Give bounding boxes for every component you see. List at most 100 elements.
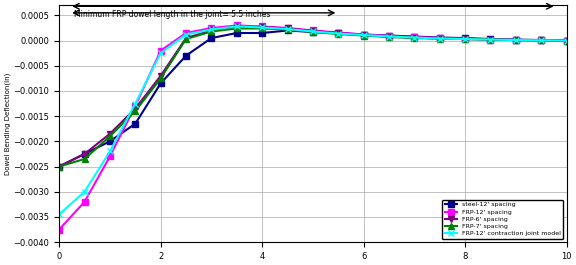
FRP-6' spacing <box>81 152 88 156</box>
FRP-12' contraction joint model <box>411 36 418 39</box>
FRP-12' contraction joint model <box>132 102 139 105</box>
FRP-12' spacing <box>107 155 113 158</box>
FRP-6' spacing <box>436 37 443 40</box>
FRP-6' spacing <box>538 39 545 42</box>
FRP-7' spacing <box>81 157 88 161</box>
FRP-7' spacing <box>461 37 468 41</box>
FRP-12' spacing <box>563 39 570 42</box>
steel-12' spacing <box>411 35 418 38</box>
FRP-6' spacing <box>411 36 418 39</box>
steel-12' spacing <box>335 32 342 35</box>
FRP-12' contraction joint model <box>436 37 443 40</box>
FRP-12' contraction joint model <box>487 38 494 41</box>
FRP-6' spacing <box>563 39 570 42</box>
FRP-7' spacing <box>157 77 164 80</box>
steel-12' spacing <box>183 54 190 57</box>
steel-12' spacing <box>233 32 240 35</box>
FRP-7' spacing <box>208 30 215 33</box>
FRP-12' spacing <box>436 37 443 40</box>
FRP-12' contraction joint model <box>56 213 63 216</box>
FRP-12' spacing <box>411 36 418 39</box>
FRP-7' spacing <box>411 37 418 40</box>
steel-12' spacing <box>208 37 215 40</box>
FRP-7' spacing <box>436 37 443 40</box>
FRP-7' spacing <box>309 30 316 34</box>
FRP-6' spacing <box>385 35 392 38</box>
FRP-7' spacing <box>259 27 266 30</box>
FRP-12' contraction joint model <box>157 52 164 55</box>
FRP-7' spacing <box>538 39 545 42</box>
FRP-12' contraction joint model <box>183 33 190 36</box>
FRP-12' spacing <box>208 26 215 30</box>
steel-12' spacing <box>132 122 139 125</box>
FRP-12' spacing <box>385 34 392 38</box>
FRP-12' spacing <box>183 32 190 35</box>
FRP-7' spacing <box>487 38 494 41</box>
FRP-6' spacing <box>487 38 494 41</box>
steel-12' spacing <box>259 32 266 35</box>
FRP-12' contraction joint model <box>259 26 266 29</box>
FRP-12' contraction joint model <box>233 25 240 28</box>
steel-12' spacing <box>461 37 468 40</box>
FRP-12' contraction joint model <box>81 190 88 193</box>
FRP-12' contraction joint model <box>107 150 113 153</box>
steel-12' spacing <box>309 30 316 34</box>
FRP-7' spacing <box>360 34 367 37</box>
FRP-12' spacing <box>233 24 240 27</box>
steel-12' spacing <box>284 29 291 32</box>
Line: FRP-6' spacing: FRP-6' spacing <box>56 24 569 169</box>
FRP-6' spacing <box>461 37 468 41</box>
FRP-7' spacing <box>335 32 342 36</box>
FRP-12' spacing <box>461 37 468 40</box>
FRP-12' contraction joint model <box>284 27 291 30</box>
steel-12' spacing <box>487 37 494 41</box>
FRP-7' spacing <box>56 165 63 168</box>
Y-axis label: Dowel Bending Deflection(in): Dowel Bending Deflection(in) <box>4 73 11 175</box>
Line: FRP-12' spacing: FRP-12' spacing <box>56 23 569 232</box>
FRP-12' contraction joint model <box>461 37 468 41</box>
FRP-7' spacing <box>233 27 240 30</box>
FRP-7' spacing <box>107 135 113 138</box>
steel-12' spacing <box>157 82 164 85</box>
FRP-12' spacing <box>56 228 63 231</box>
FRP-7' spacing <box>132 109 139 113</box>
FRP-12' spacing <box>487 38 494 41</box>
FRP-6' spacing <box>284 27 291 30</box>
FRP-6' spacing <box>233 25 240 29</box>
steel-12' spacing <box>436 36 443 39</box>
FRP-12' spacing <box>81 200 88 204</box>
Line: FRP-7' spacing: FRP-7' spacing <box>56 26 569 169</box>
FRP-12' contraction joint model <box>208 28 215 31</box>
FRP-7' spacing <box>563 39 570 42</box>
FRP-12' spacing <box>259 25 266 28</box>
steel-12' spacing <box>385 34 392 37</box>
FRP-12' spacing <box>309 29 316 32</box>
FRP-6' spacing <box>183 37 190 40</box>
FRP-6' spacing <box>513 38 520 42</box>
FRP-12' contraction joint model <box>335 32 342 35</box>
FRP-12' spacing <box>513 38 520 42</box>
steel-12' spacing <box>360 33 367 36</box>
steel-12' spacing <box>513 38 520 41</box>
Line: steel-12' spacing: steel-12' spacing <box>56 28 569 169</box>
FRP-6' spacing <box>132 107 139 110</box>
steel-12' spacing <box>56 165 63 168</box>
FRP-12' spacing <box>335 31 342 34</box>
FRP-6' spacing <box>157 74 164 77</box>
FRP-6' spacing <box>56 165 63 168</box>
FRP-6' spacing <box>335 32 342 35</box>
FRP-7' spacing <box>385 36 392 39</box>
FRP-6' spacing <box>360 33 367 37</box>
FRP-12' contraction joint model <box>513 38 520 42</box>
FRP-6' spacing <box>107 132 113 135</box>
FRP-6' spacing <box>309 29 316 33</box>
FRP-12' spacing <box>538 39 545 42</box>
steel-12' spacing <box>538 38 545 42</box>
FRP-12' spacing <box>360 33 367 36</box>
FRP-12' spacing <box>284 26 291 30</box>
FRP-12' contraction joint model <box>360 33 367 37</box>
Text: Minimum FRP dowel length in the joint= 5.5 inches: Minimum FRP dowel length in the joint= 5… <box>74 10 271 19</box>
FRP-7' spacing <box>513 38 520 42</box>
FRP-12' spacing <box>132 104 139 108</box>
FRP-12' contraction joint model <box>309 30 316 33</box>
